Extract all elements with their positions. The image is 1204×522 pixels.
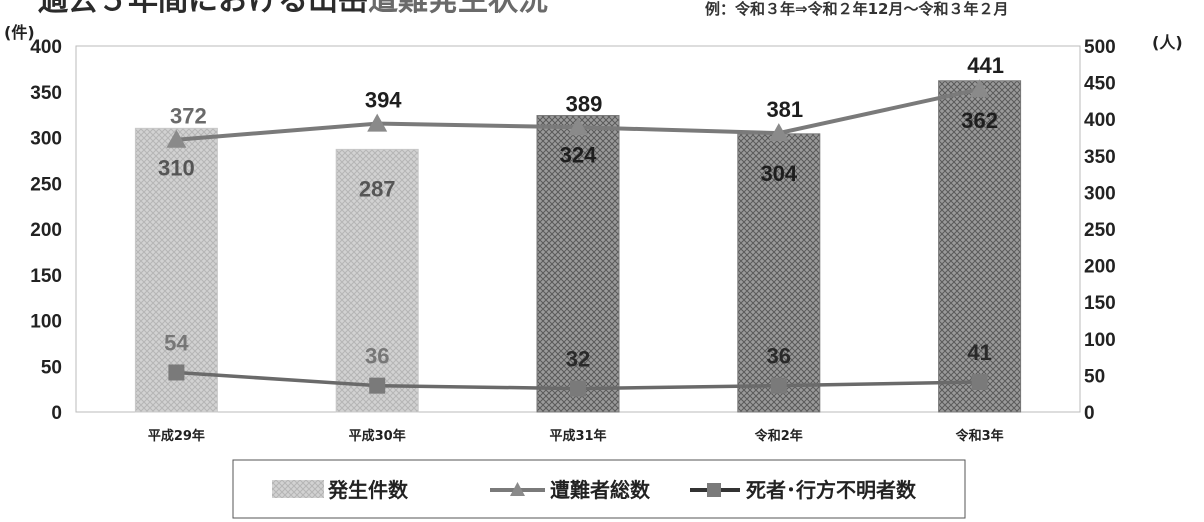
total-victims-label: 381 bbox=[766, 97, 803, 122]
bar bbox=[335, 148, 419, 413]
total-victims-label: 372 bbox=[170, 104, 207, 129]
left-tick-label: 150 bbox=[30, 266, 62, 287]
point-total-victims bbox=[768, 123, 789, 142]
legend bbox=[232, 459, 966, 519]
category-label: 令和3年 bbox=[956, 428, 1004, 444]
left-tick-label: 0 bbox=[51, 403, 62, 424]
bar-value-label: 310 bbox=[158, 155, 195, 180]
legend-label-bar: 発生件数 bbox=[327, 478, 409, 502]
point-deaths-missing bbox=[369, 377, 386, 394]
right-tick-label: 200 bbox=[1084, 257, 1116, 278]
right-axis-unit: (人) bbox=[1152, 33, 1183, 52]
bar bbox=[536, 115, 620, 413]
right-tick-label: 150 bbox=[1084, 293, 1116, 314]
bar bbox=[737, 133, 821, 413]
right-tick-label: 100 bbox=[1084, 330, 1116, 351]
bar bbox=[938, 80, 1022, 413]
right-tick-label: 500 bbox=[1084, 37, 1116, 58]
deaths-missing-label: 36 bbox=[767, 344, 791, 369]
left-tick-label: 300 bbox=[30, 129, 62, 150]
right-tick-label: 0 bbox=[1084, 403, 1095, 424]
point-deaths-missing bbox=[971, 373, 988, 390]
category-label: 令和2年 bbox=[755, 428, 803, 444]
bar-value-label: 324 bbox=[560, 143, 597, 168]
deaths-missing-label: 36 bbox=[365, 344, 389, 369]
category-label: 平成31年 bbox=[549, 428, 606, 444]
category-label: 平成29年 bbox=[148, 428, 205, 444]
left-axis-unit: (件) bbox=[4, 23, 35, 42]
right-tick-label: 250 bbox=[1084, 220, 1116, 241]
total-victims-label: 394 bbox=[365, 88, 402, 113]
total-victims-label: 389 bbox=[566, 91, 603, 116]
bar-value-label: 287 bbox=[359, 176, 396, 201]
deaths-missing-label: 41 bbox=[967, 340, 991, 365]
legend-item-dead: 死者･行方不明者数 bbox=[690, 478, 917, 502]
right-tick-label: 450 bbox=[1084, 74, 1116, 95]
left-tick-label: 250 bbox=[30, 174, 62, 195]
left-tick-label: 100 bbox=[30, 312, 62, 333]
point-total-victims bbox=[969, 79, 990, 98]
left-tick-label: 50 bbox=[41, 357, 62, 378]
total-victims-label: 441 bbox=[967, 53, 1004, 78]
point-total-victims bbox=[568, 117, 588, 136]
left-tick-label: 400 bbox=[30, 37, 62, 58]
period-note: 例：令和３年⇒令和２年12月〜令和３年２月 bbox=[705, 0, 1008, 18]
legend-label-dead: 死者･行方不明者数 bbox=[746, 478, 917, 502]
bar-value-label: 304 bbox=[760, 161, 797, 186]
point-deaths-missing bbox=[770, 377, 787, 394]
point-total-victims bbox=[367, 113, 388, 132]
right-tick-label: 350 bbox=[1084, 147, 1116, 168]
point-deaths-missing bbox=[168, 364, 185, 381]
legend-item-total: 遭難者総数 bbox=[490, 478, 651, 502]
right-tick-label: 300 bbox=[1084, 183, 1116, 204]
category-label: 平成30年 bbox=[349, 428, 406, 444]
chart-title-accent: 遭難発生状況 bbox=[368, 0, 548, 18]
bar-value-label: 362 bbox=[961, 108, 998, 133]
chart-title: 過去５年間における山岳 bbox=[38, 0, 368, 18]
left-tick-label: 350 bbox=[30, 83, 62, 104]
right-tick-label: 400 bbox=[1084, 110, 1116, 131]
legend-total-marker bbox=[510, 482, 525, 496]
legend-item-bar: 発生件数 bbox=[272, 478, 409, 502]
deaths-missing-label: 54 bbox=[164, 330, 189, 355]
svg-text:過去５年間における山岳遭難発生状況: 過去５年間における山岳遭難発生状況 bbox=[38, 0, 548, 18]
legend-dead-marker bbox=[707, 483, 721, 497]
right-tick-label: 50 bbox=[1084, 366, 1105, 387]
point-deaths-missing bbox=[570, 380, 586, 397]
point-total-victims bbox=[166, 129, 187, 148]
left-tick-label: 200 bbox=[30, 220, 62, 241]
legend-bar-swatch bbox=[272, 480, 324, 498]
deaths-missing-label: 32 bbox=[566, 347, 590, 372]
legend-label-total: 遭難者総数 bbox=[550, 478, 651, 502]
